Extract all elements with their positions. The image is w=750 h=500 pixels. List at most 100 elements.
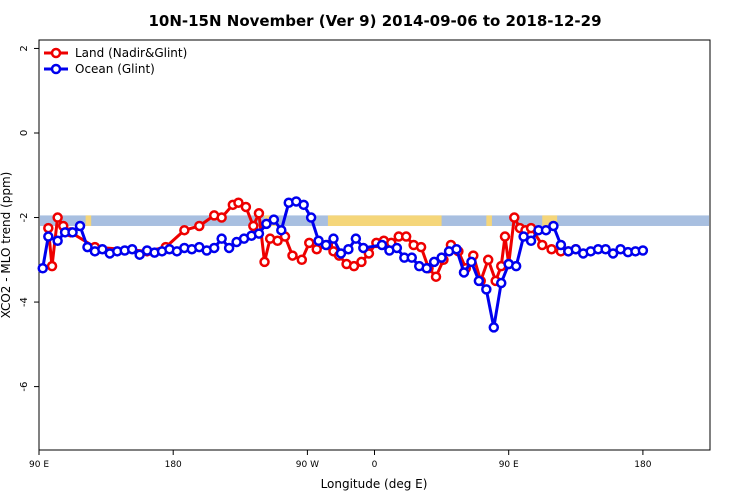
data-point — [637, 245, 649, 256]
x-tick-label: 180 — [634, 460, 651, 470]
data-point — [67, 227, 78, 238]
x-tick-label: 90 W — [296, 460, 319, 470]
data-point — [233, 197, 244, 208]
data-point — [311, 243, 322, 255]
data-point — [223, 242, 235, 254]
x-tick-label: 180 — [165, 460, 182, 470]
data-point — [328, 233, 339, 244]
data-point — [216, 233, 227, 244]
data-point — [253, 228, 265, 239]
data-point — [52, 235, 63, 247]
data-point — [466, 256, 477, 268]
data-point — [134, 249, 145, 260]
data-point — [253, 208, 265, 219]
data-point — [510, 260, 522, 272]
x-axis-label: Longitude (deg E) — [321, 477, 428, 491]
y-axis-label: XCO2 - MLO trend (ppm) — [0, 172, 13, 319]
x-axis: 90 E 180 90 W 0 90 E 180 — [29, 450, 652, 470]
data-point — [261, 218, 272, 230]
data-point — [509, 212, 520, 223]
data-point — [320, 239, 332, 251]
legend-marker — [50, 63, 62, 75]
data-point — [376, 239, 388, 251]
data-point — [208, 242, 220, 254]
data-point — [600, 243, 611, 255]
data-point — [525, 235, 537, 247]
y-tick-label: 0 — [19, 130, 30, 136]
data-point — [37, 262, 48, 274]
x-tick-label: 90 E — [499, 460, 519, 470]
data-point — [248, 220, 259, 232]
data-point — [482, 254, 494, 266]
data-point — [400, 231, 412, 242]
data-point — [305, 212, 317, 223]
data-point — [240, 201, 252, 213]
data-point — [74, 220, 86, 232]
data-point — [52, 212, 63, 223]
y-tick-label: -6 — [19, 382, 30, 392]
map-land — [542, 215, 558, 226]
data-point — [46, 260, 58, 272]
data-point — [421, 262, 432, 274]
data-point — [451, 243, 462, 255]
series-ocean — [37, 196, 649, 333]
series-layer — [37, 196, 649, 333]
legend: Land (Nadir&Glint) Ocean (Glint) — [44, 46, 187, 76]
data-point — [194, 220, 205, 232]
data-point — [350, 233, 362, 244]
data-point — [473, 275, 485, 287]
legend-marker — [50, 47, 62, 59]
data-point — [406, 252, 418, 263]
data-point — [179, 224, 190, 236]
data-point — [555, 239, 567, 251]
data-point — [298, 199, 309, 211]
data-point — [570, 243, 582, 255]
data-point — [335, 248, 347, 259]
map-land — [327, 215, 442, 226]
data-point — [546, 243, 557, 255]
data-point — [458, 267, 470, 278]
data-point — [348, 260, 360, 272]
data-point — [518, 231, 529, 242]
data-point — [126, 243, 138, 255]
data-point — [356, 256, 367, 268]
map-strip — [40, 215, 709, 226]
x-tick-label: 90 E — [29, 460, 49, 470]
data-point — [276, 224, 287, 236]
data-point — [436, 252, 447, 263]
data-point — [43, 231, 54, 242]
data-point — [313, 235, 324, 247]
data-point — [259, 256, 270, 268]
x-tick-label: 0 — [372, 460, 378, 470]
data-point — [548, 220, 559, 232]
map-land — [85, 215, 92, 226]
data-point — [82, 241, 93, 253]
data-point — [268, 214, 280, 225]
series-land — [43, 197, 582, 287]
data-point — [97, 243, 108, 255]
data-point — [488, 322, 500, 333]
data-point — [287, 250, 298, 261]
legend-label: Ocean (Glint) — [75, 62, 155, 76]
data-point — [540, 224, 552, 236]
data-point — [343, 243, 354, 255]
data-point — [481, 284, 492, 295]
data-point — [495, 277, 507, 289]
data-point — [43, 222, 54, 234]
data-point — [304, 237, 315, 249]
y-tick-label: -2 — [19, 213, 30, 223]
y-tick-label: 2 — [19, 45, 30, 51]
data-point — [358, 242, 369, 254]
data-point — [607, 248, 619, 259]
chart-title: 10N-15N November (Ver 9) 2014-09-06 to 2… — [148, 12, 601, 30]
data-point — [430, 271, 442, 282]
data-point — [415, 241, 427, 253]
data-point — [499, 231, 511, 242]
data-point — [296, 254, 308, 266]
y-tick-label: -4 — [19, 297, 30, 307]
map-land — [486, 215, 492, 226]
y-axis: 2 0 -2 -4 -6 — [19, 45, 39, 392]
data-point — [216, 212, 227, 223]
legend-label: Land (Nadir&Glint) — [75, 46, 187, 60]
